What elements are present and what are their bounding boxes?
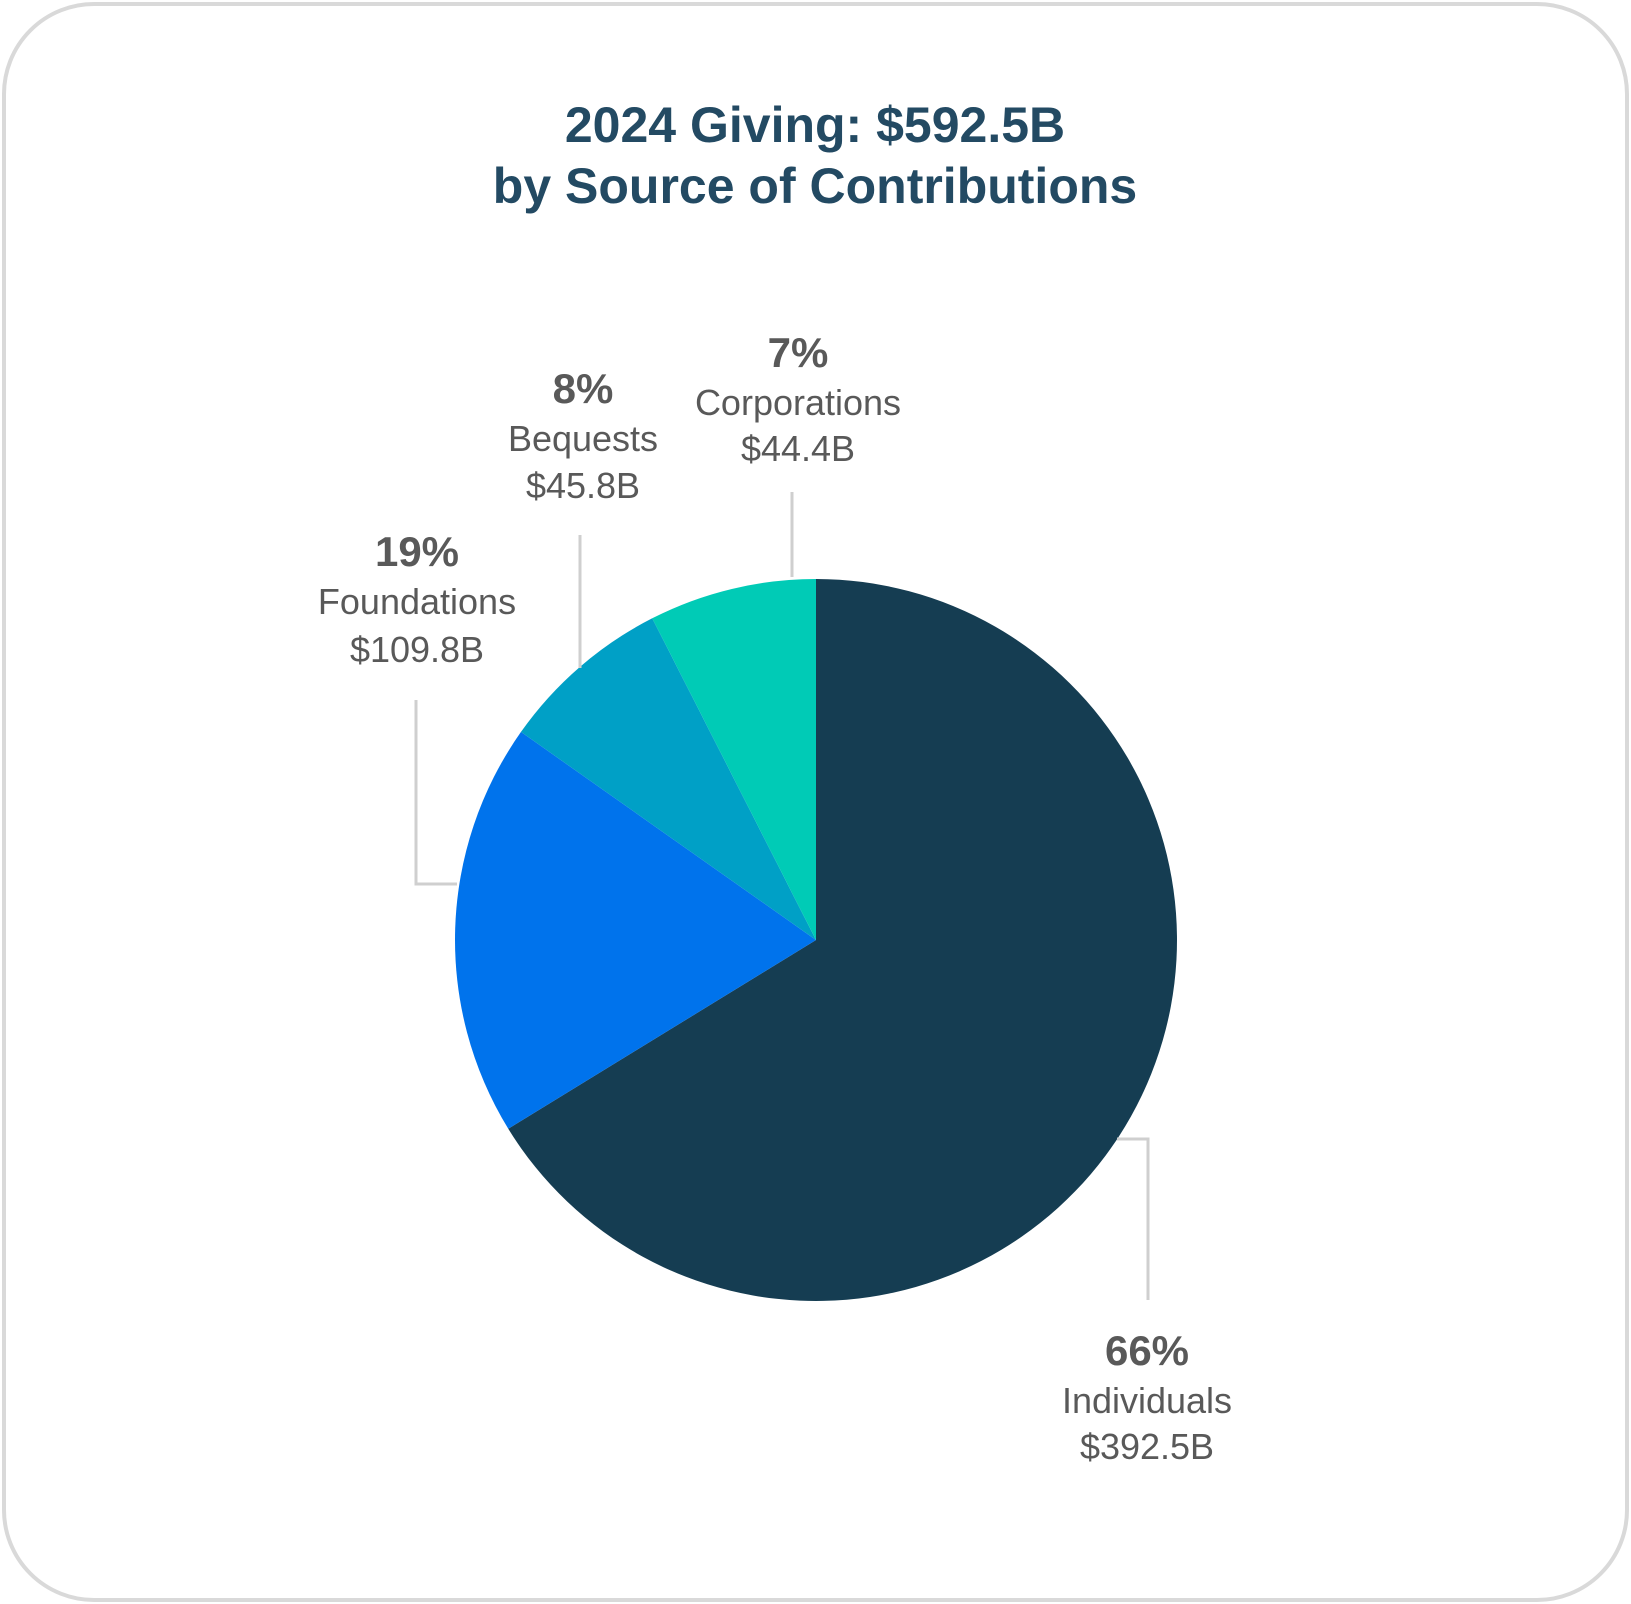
chart-subtitle: by Source of Contributions: [493, 158, 1137, 214]
slice-amount-foundations: $109.8B: [350, 629, 484, 670]
slice-name-bequests: Bequests: [508, 418, 658, 459]
slice-percent-individuals: 66%: [1105, 1327, 1189, 1374]
slice-amount-bequests: $45.8B: [526, 465, 640, 506]
chart-title: 2024 Giving: $592.5B: [565, 97, 1065, 153]
slice-name-foundations: Foundations: [318, 581, 516, 622]
leader-line-individuals: [1117, 1137, 1150, 1300]
slice-amount-individuals: $392.5B: [1080, 1426, 1214, 1467]
slice-percent-bequests: 8%: [553, 365, 614, 412]
slice-name-corporations: Corporations: [695, 382, 901, 423]
slice-percent-corporations: 7%: [768, 329, 829, 376]
slice-percent-foundations: 19%: [375, 528, 459, 575]
pie-slice-bequests: [520, 618, 816, 940]
slice-name-individuals: Individuals: [1062, 1380, 1232, 1421]
slice-amount-corporations: $44.4B: [741, 428, 855, 469]
leader-line-foundations: [414, 700, 457, 886]
pie-slice-foundations: [455, 731, 816, 1129]
pie-slice-individuals: [508, 579, 1177, 1301]
pie-slices: [455, 579, 1177, 1301]
pie-slice-corporations: [652, 579, 816, 940]
